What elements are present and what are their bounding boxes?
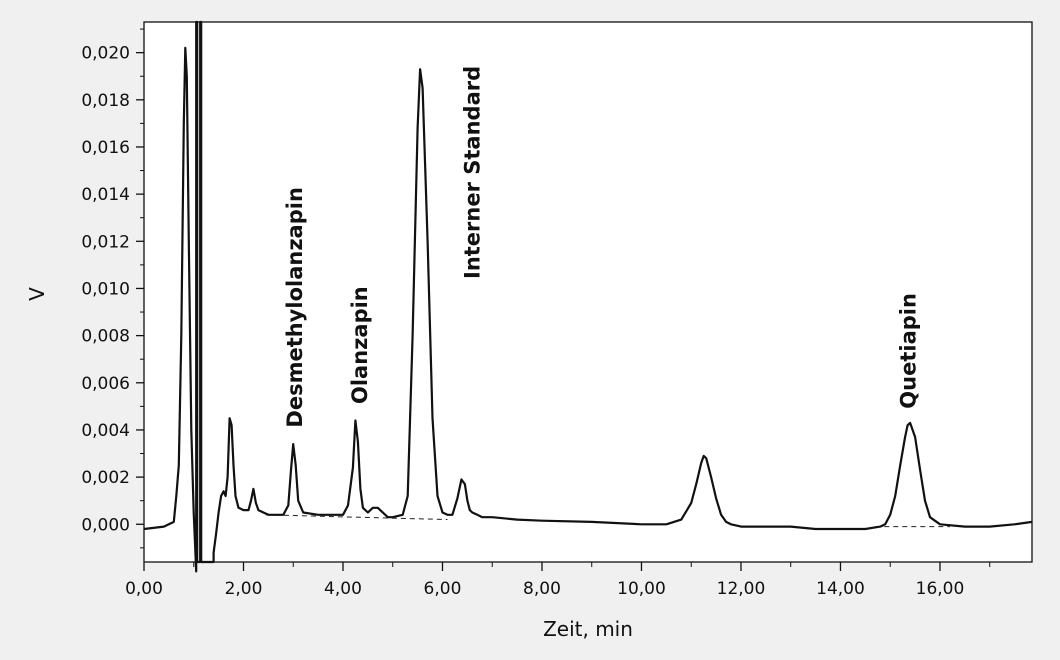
peak-annotations: Desmethylolanzapin Olanzapin Interner Stan… <box>283 66 920 428</box>
x-axis-title: Zeit, min <box>543 617 633 641</box>
x-tick-label: 6,00 <box>424 579 462 599</box>
y-tick-label: 0,016 <box>81 138 130 158</box>
x-tick-label: 8,00 <box>523 579 561 599</box>
baselines <box>265 514 950 528</box>
x-tick-label: 2,00 <box>225 579 263 599</box>
plot-area <box>143 21 1033 563</box>
y-tick-label: 0,008 <box>81 327 130 347</box>
y-tick-label: 0,012 <box>81 232 130 252</box>
peak-label: Desmethylolanzapin <box>283 187 307 428</box>
y-tick-label: 0,020 <box>81 44 130 64</box>
y-tick-label: 0,002 <box>81 468 130 488</box>
y-tick-label: 0,006 <box>81 374 130 394</box>
y-tick-label: 0,018 <box>81 91 130 111</box>
x-tick-label: 12,00 <box>717 579 766 599</box>
baseline <box>265 514 448 521</box>
y-tick-label: 0,010 <box>81 279 130 299</box>
y-tick-label: 0,004 <box>81 421 130 441</box>
x-tick-label: 14,00 <box>816 579 865 599</box>
peak-label: Interner Standard <box>460 66 484 279</box>
series-line <box>143 20 1033 573</box>
x-axis: 0,00 2,00 4,00 6,00 8,00 10,00 12,00 14,00 16,00 <box>125 562 991 599</box>
x-tick-label: 4,00 <box>324 579 362 599</box>
peak-label: Quetiapin <box>897 293 921 409</box>
x-tick-label: 0,00 <box>125 579 163 599</box>
peak-label: Olanzapin <box>348 286 372 404</box>
y-tick-label: 0,014 <box>81 185 130 205</box>
x-tick-label: 16,00 <box>916 579 965 599</box>
y-axis-title: V <box>25 287 49 301</box>
y-tick-label: 0,000 <box>81 515 130 535</box>
y-axis: 0,000 0,002 0,004 0,006 0,008 0,010 0,012 0,014… <box>81 28 144 549</box>
x-tick-label: 10,00 <box>617 579 666 599</box>
